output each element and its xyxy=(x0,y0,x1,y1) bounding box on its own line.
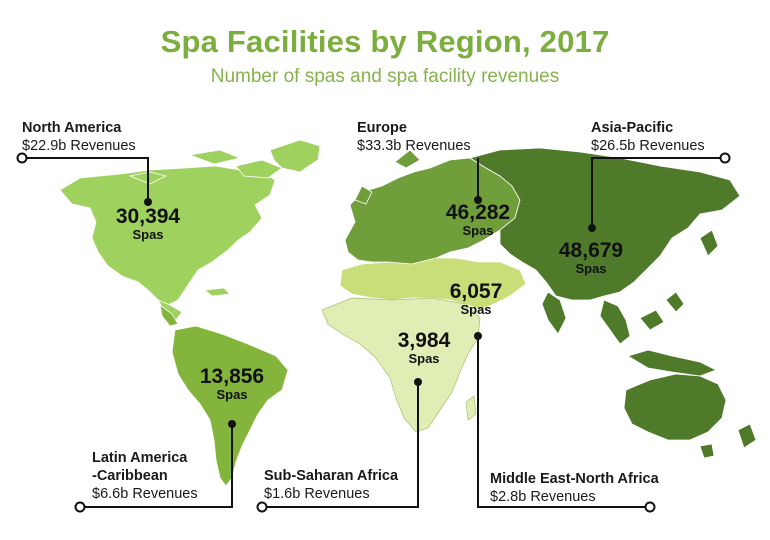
page-subtitle: Number of spas and spa facility revenues xyxy=(210,66,560,87)
region-name-line1: Latin America xyxy=(92,450,188,466)
region-revenue: $1.6b Revenues xyxy=(264,486,370,502)
leader-sub-saharan xyxy=(262,382,419,508)
latin-america-landmass xyxy=(159,304,289,487)
dot-north-america xyxy=(144,198,152,206)
spa-count: 6,057 xyxy=(449,280,503,303)
count-sub-saharan-africa: 3,984 Spas xyxy=(376,330,472,366)
endpoint-sub-saharan xyxy=(256,501,268,513)
region-name-line2: -Caribbean xyxy=(92,468,168,484)
region-name: Sub-Saharan Africa xyxy=(264,468,399,484)
dot-latin-america xyxy=(228,420,236,428)
spa-count: 48,679 xyxy=(558,239,624,262)
leader-latin-america xyxy=(80,424,233,508)
leader-dots xyxy=(144,196,596,428)
leader-middle-east xyxy=(477,336,650,508)
count-middle-east-north-africa: 6,057 Spas xyxy=(428,281,524,317)
leader-endpoints xyxy=(16,152,731,513)
region-revenue: $33.3b Revenues xyxy=(357,138,471,154)
dot-middle-east xyxy=(474,332,482,340)
dot-europe xyxy=(474,196,482,204)
count-north-america: 30,394 Spas xyxy=(100,206,196,242)
region-name: Middle East-North Africa xyxy=(490,471,659,487)
spa-unit: Spas xyxy=(460,302,492,317)
label-asia-pacific: Asia-Pacific $26.5b Revenues xyxy=(591,119,705,155)
region-name: Asia-Pacific xyxy=(591,120,674,136)
endpoint-middle-east xyxy=(644,501,656,513)
spa-count: 46,282 xyxy=(445,201,511,224)
region-name: North America xyxy=(22,120,122,136)
spa-unit: Spas xyxy=(575,261,607,276)
region-revenue: $6.6b Revenues xyxy=(92,486,198,502)
spa-unit: Spas xyxy=(462,223,494,238)
count-europe: 46,282 Spas xyxy=(430,202,526,238)
spa-count: 30,394 xyxy=(115,205,181,228)
label-north-america: North America $22.9b Revenues xyxy=(22,119,136,155)
spa-count: 3,984 xyxy=(397,329,451,352)
asia-pacific-landmass xyxy=(469,147,757,459)
endpoint-latin-america xyxy=(74,501,86,513)
dot-sub-saharan xyxy=(414,378,422,386)
region-revenue: $2.8b Revenues xyxy=(490,489,596,505)
count-asia-pacific: 48,679 Spas xyxy=(543,240,639,276)
label-middle-east-north-africa: Middle East-North Africa $2.8b Revenues xyxy=(490,470,659,506)
label-europe: Europe $33.3b Revenues xyxy=(357,119,471,155)
leader-lines xyxy=(22,157,725,508)
label-sub-saharan-africa: Sub-Saharan Africa $1.6b Revenues xyxy=(264,467,398,503)
region-revenue: $22.9b Revenues xyxy=(22,138,136,154)
spa-unit: Spas xyxy=(216,387,248,402)
spa-unit: Spas xyxy=(132,227,164,242)
endpoint-north-america xyxy=(16,152,28,164)
endpoint-asia-pacific xyxy=(719,152,731,164)
sub-saharan-africa-landmass xyxy=(321,297,481,433)
region-revenue: $26.5b Revenues xyxy=(591,138,705,154)
greenland-landmass xyxy=(269,139,321,173)
label-latin-america: Latin America -Caribbean $6.6b Revenues xyxy=(92,449,198,503)
leader-asia-pacific xyxy=(591,157,725,228)
dot-asia-pacific xyxy=(588,224,596,232)
middle-east-north-africa-landmass xyxy=(339,257,527,311)
leader-north-america xyxy=(22,157,149,202)
region-name: Europe xyxy=(357,120,407,136)
count-latin-america: 13,856 Spas xyxy=(184,366,280,402)
spa-unit: Spas xyxy=(408,351,440,366)
page-title: Spa Facilities by Region, 2017 xyxy=(160,24,610,59)
spa-count: 13,856 xyxy=(199,365,265,388)
